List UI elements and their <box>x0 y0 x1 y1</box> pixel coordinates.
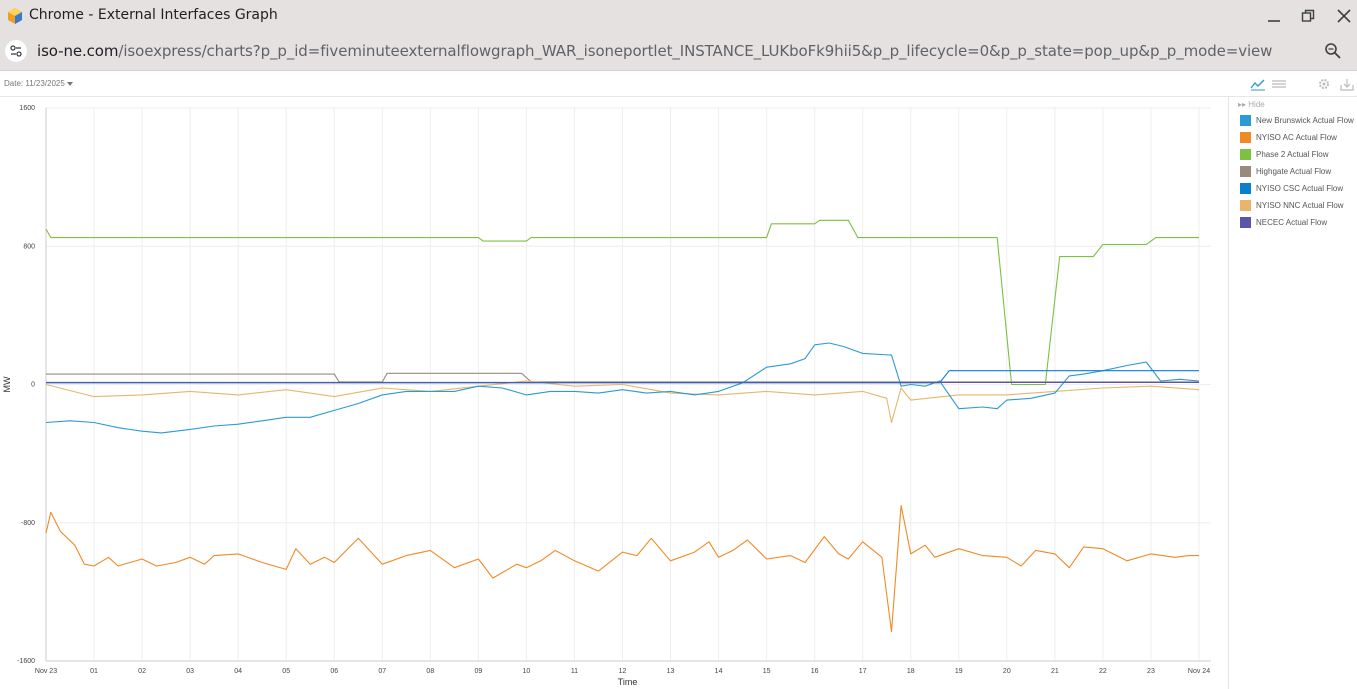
series-line-nyiso-nnc-actual-flow <box>45 380 1200 424</box>
x-tick-label: 12 <box>619 668 627 675</box>
legend-label: NECEC Actual Flow <box>1256 217 1328 227</box>
x-tick-label: 22 <box>1099 668 1107 675</box>
legend-label: NYISO AC Actual Flow <box>1256 132 1337 142</box>
legend-label: NYISO CSC Actual Flow <box>1256 183 1344 193</box>
legend-item[interactable]: New Brunswick Actual Flow <box>1240 114 1354 126</box>
legend-swatch <box>1240 182 1251 194</box>
x-tick-label: 10 <box>523 668 531 675</box>
x-tick-label: 16 <box>811 668 819 675</box>
series-line-phase-2-actual-flow <box>45 219 1199 386</box>
y-tick-label: 1600 <box>19 105 35 112</box>
y-axis-title: MW <box>2 376 12 392</box>
x-tick-label: Nov 23 <box>35 668 57 675</box>
hide-label: Hide <box>1248 100 1265 109</box>
x-tick-label: 20 <box>1003 668 1011 675</box>
x-tick-label: 08 <box>426 668 434 675</box>
legend-swatch <box>1240 148 1251 160</box>
chart-toolbar <box>0 71 1357 97</box>
flow-line-chart: Nov 23 01 02 03 04 05 06 07 08 09 10 11 12 13 14 15 16 17… <box>2 105 1211 687</box>
legend-swatch <box>1240 165 1251 177</box>
y-tick-label: 800 <box>23 243 35 250</box>
close-icon[interactable] <box>1332 4 1356 28</box>
minimize-icon[interactable] <box>1262 4 1286 28</box>
chrome-app-icon <box>7 8 23 24</box>
x-tick-label: 23 <box>1147 668 1155 675</box>
restore-icon[interactable] <box>1296 4 1320 28</box>
legend-item[interactable]: NYISO CSC Actual Flow <box>1240 182 1343 194</box>
chevron-down-icon <box>66 81 73 86</box>
x-tick-label: 06 <box>330 668 338 675</box>
legend-item[interactable]: Highgate Actual Flow <box>1240 165 1331 177</box>
legend-panel <box>1228 97 1357 689</box>
x-tick-label: Nov 24 <box>1188 668 1210 675</box>
url-text[interactable]: iso-ne.com/isoexpress/charts?p_p_id=five… <box>37 42 1272 60</box>
url-host: iso-ne.com <box>37 42 119 60</box>
series-line-new-brunswick-actual-flow <box>45 342 1200 434</box>
x-tick-label: 04 <box>234 668 242 675</box>
y-tick-label: -1600 <box>17 658 35 665</box>
x-tick-label: 05 <box>282 668 290 675</box>
series-line-nyiso-ac-actual-flow <box>45 504 1199 633</box>
window-title-bar <box>0 0 1357 32</box>
x-tick-label: 19 <box>955 668 963 675</box>
legend-hide-button[interactable]: ▸▸ Hide <box>1238 100 1265 109</box>
legend-swatch <box>1240 131 1251 143</box>
x-tick-label: 09 <box>474 668 482 675</box>
address-bar <box>0 32 1357 70</box>
date-selector[interactable]: Date: 11/23/2025 <box>4 79 73 88</box>
legend-item[interactable]: Phase 2 Actual Flow <box>1240 148 1328 160</box>
x-tick-label: 02 <box>138 668 146 675</box>
line-chart-view-icon[interactable] <box>1250 77 1266 91</box>
legend-swatch <box>1240 199 1251 211</box>
settings-gear-icon[interactable] <box>1317 77 1333 91</box>
download-icon[interactable] <box>1340 77 1356 91</box>
legend-swatch <box>1240 216 1251 228</box>
y-tick-label: -800 <box>21 520 35 527</box>
zoom-icon[interactable] <box>1324 42 1342 65</box>
legend-label: Highgate Actual Flow <box>1256 166 1332 176</box>
x-tick-label: 07 <box>378 668 386 675</box>
address-bar-divider <box>0 70 1357 71</box>
x-tick-label: 15 <box>763 668 771 675</box>
y-tick-label: 0 <box>31 382 35 389</box>
site-info-icon[interactable] <box>5 40 27 62</box>
date-label: Date: 11/23/2025 <box>4 79 65 88</box>
x-tick-label: 11 <box>571 668 578 675</box>
series-line-highgate-actual-flow <box>46 372 1199 383</box>
legend-label: Phase 2 Actual Flow <box>1256 149 1329 159</box>
x-tick-label: 01 <box>90 668 98 675</box>
window-title: Chrome - External Interfaces Graph <box>29 7 278 23</box>
table-view-icon[interactable] <box>1271 77 1287 91</box>
legend-label: New Brunswick Actual Flow <box>1256 115 1354 125</box>
x-tick-label: 17 <box>859 668 867 675</box>
x-tick-label: 18 <box>907 668 915 675</box>
x-tick-label: 03 <box>186 668 194 675</box>
x-tick-label: 14 <box>715 668 723 675</box>
legend-label: NYISO NNC Actual Flow <box>1256 200 1344 210</box>
url-path: /isoexpress/charts?p_p_id=fiveminuteexte… <box>118 42 1273 60</box>
legend-item[interactable]: NYISO NNC Actual Flow <box>1240 199 1344 211</box>
legend-item[interactable]: NYISO AC Actual Flow <box>1240 131 1337 143</box>
x-tick-label: 21 <box>1051 668 1059 675</box>
legend-item[interactable]: NECEC Actual Flow <box>1240 216 1327 228</box>
collapse-arrows-icon: ▸▸ <box>1238 100 1247 109</box>
legend-swatch <box>1240 114 1251 126</box>
x-axis-title: Time <box>618 677 638 687</box>
x-tick-label: 13 <box>667 668 675 675</box>
